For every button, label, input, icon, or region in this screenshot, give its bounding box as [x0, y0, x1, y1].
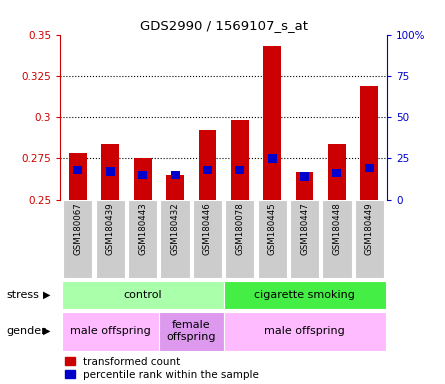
FancyBboxPatch shape: [193, 200, 222, 278]
Legend: transformed count, percentile rank within the sample: transformed count, percentile rank withi…: [65, 357, 259, 380]
FancyBboxPatch shape: [128, 200, 157, 278]
FancyBboxPatch shape: [258, 200, 287, 278]
FancyBboxPatch shape: [290, 200, 319, 278]
Text: GSM180448: GSM180448: [332, 202, 341, 255]
Text: gender: gender: [7, 326, 46, 336]
Text: GSM180078: GSM180078: [235, 202, 244, 255]
Text: GSM180443: GSM180443: [138, 202, 147, 255]
Text: cigarette smoking: cigarette smoking: [254, 290, 355, 300]
Text: GSM180439: GSM180439: [106, 202, 115, 255]
Bar: [101, 144, 119, 200]
FancyBboxPatch shape: [355, 200, 384, 278]
FancyBboxPatch shape: [62, 312, 159, 351]
FancyBboxPatch shape: [322, 200, 352, 278]
Title: GDS2990 / 1569107_s_at: GDS2990 / 1569107_s_at: [140, 19, 307, 32]
Bar: [332, 169, 341, 177]
Bar: [263, 46, 281, 200]
Text: GSM180432: GSM180432: [170, 202, 179, 255]
Bar: [365, 164, 374, 172]
Bar: [138, 171, 147, 179]
Bar: [106, 167, 115, 176]
FancyBboxPatch shape: [161, 200, 190, 278]
Text: ▶: ▶: [43, 290, 50, 300]
Bar: [73, 166, 82, 174]
Bar: [360, 86, 378, 200]
Bar: [166, 175, 184, 200]
Text: stress: stress: [7, 290, 40, 300]
FancyBboxPatch shape: [62, 281, 224, 309]
Bar: [267, 154, 277, 162]
Text: GSM180067: GSM180067: [73, 202, 82, 255]
Bar: [300, 172, 309, 181]
Text: control: control: [123, 290, 162, 300]
Text: GSM180447: GSM180447: [300, 202, 309, 255]
Bar: [328, 144, 346, 200]
Bar: [134, 158, 152, 200]
Text: GSM180445: GSM180445: [268, 202, 277, 255]
FancyBboxPatch shape: [225, 200, 255, 278]
Bar: [170, 171, 180, 179]
Bar: [231, 121, 249, 200]
FancyBboxPatch shape: [96, 200, 125, 278]
FancyBboxPatch shape: [159, 312, 224, 351]
Bar: [235, 166, 244, 174]
Bar: [295, 172, 313, 200]
Text: female
offspring: female offspring: [166, 320, 216, 342]
Bar: [69, 154, 87, 200]
Text: GSM180446: GSM180446: [203, 202, 212, 255]
FancyBboxPatch shape: [224, 312, 385, 351]
Bar: [203, 166, 212, 174]
Text: ▶: ▶: [43, 326, 50, 336]
Text: male offspring: male offspring: [264, 326, 345, 336]
FancyBboxPatch shape: [224, 281, 385, 309]
Bar: [198, 130, 216, 200]
Text: GSM180449: GSM180449: [365, 202, 374, 255]
FancyBboxPatch shape: [63, 200, 93, 278]
Text: male offspring: male offspring: [70, 326, 151, 336]
